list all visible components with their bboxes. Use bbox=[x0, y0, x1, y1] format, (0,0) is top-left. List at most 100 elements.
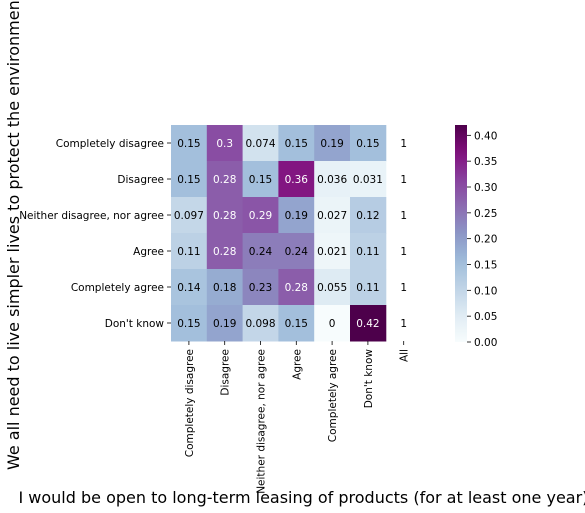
cell-value-label: 1 bbox=[400, 246, 407, 258]
y-tick-label: Don't know bbox=[105, 318, 165, 330]
heatmap-cell bbox=[242, 233, 279, 270]
heatmap-cell bbox=[171, 197, 208, 234]
y-tick-label: Completely agree bbox=[71, 282, 164, 294]
cell-value-label: 0.021 bbox=[317, 246, 347, 258]
heatmap-cell bbox=[314, 125, 351, 162]
x-tick-label: Agree bbox=[291, 349, 303, 380]
heatmap-cell bbox=[314, 269, 351, 306]
x-axis-label: I would be open to long-term leasing of … bbox=[18, 488, 585, 507]
cell-value-label: 1 bbox=[400, 282, 407, 294]
colorbar: 0.00 0.05 0.10 0.15 0.20 0.25 0.30 0.35 0.40 bbox=[455, 125, 497, 349]
x-tick-label: Don't know bbox=[363, 349, 375, 409]
cell-value-label: 0.29 bbox=[249, 210, 272, 222]
cell-value-label: 0.24 bbox=[249, 246, 273, 258]
cell-value-label: 0.15 bbox=[177, 138, 200, 150]
cell-value-label: 0.11 bbox=[356, 282, 379, 294]
heatmap-cell bbox=[350, 125, 387, 162]
colorbar-tick-label: 0.20 bbox=[474, 234, 497, 246]
heatmap-cell bbox=[350, 233, 387, 270]
heatmap-cell bbox=[206, 161, 244, 198]
heatmap-cell bbox=[350, 197, 387, 234]
heatmap-cell bbox=[206, 197, 244, 234]
x-tick-label: Disagree bbox=[220, 349, 232, 396]
heatmap-cell bbox=[206, 233, 244, 270]
heatmap-cell bbox=[278, 305, 315, 342]
x-tick-label: Neither disagree, nor agree bbox=[256, 349, 268, 494]
cell-value-label: 0.15 bbox=[356, 138, 379, 150]
heatmap-cell bbox=[350, 269, 387, 306]
heatmap-cell bbox=[171, 269, 208, 306]
cell-value-label: 0.12 bbox=[356, 210, 379, 222]
cell-value-label: 0.15 bbox=[285, 138, 308, 150]
heatmap-cell bbox=[206, 305, 244, 342]
y-axis-tick-labels: Completely disagree Disagree Neither disag… bbox=[19, 138, 171, 330]
cell-value-label: 1 bbox=[400, 318, 407, 330]
colorbar-tick-label: 0.40 bbox=[474, 130, 497, 142]
cell-value-label: 0.15 bbox=[285, 318, 308, 330]
x-axis-tick-labels: Completely disagree Disagree Neither disag… bbox=[184, 341, 411, 494]
y-tick-label: Completely disagree bbox=[56, 138, 164, 150]
x-tick-label: Completely agree bbox=[327, 349, 339, 442]
x-tick-label: All bbox=[399, 349, 411, 362]
cell-value-label: 0.036 bbox=[317, 174, 347, 186]
y-tick-label: Agree bbox=[133, 246, 164, 258]
cell-value-label: 0.098 bbox=[245, 318, 275, 330]
colorbar-tick-label: 0.05 bbox=[474, 311, 497, 323]
cell-value-label: 1 bbox=[400, 210, 407, 222]
heatmap-cell bbox=[278, 197, 315, 234]
heatmap-cell bbox=[242, 305, 279, 342]
heatmap-cell bbox=[171, 305, 208, 342]
y-tick-label: Disagree bbox=[117, 174, 164, 186]
heatmap-cell bbox=[314, 161, 351, 198]
colorbar-tick-label: 0.00 bbox=[474, 337, 497, 349]
heatmap-cell bbox=[242, 161, 279, 198]
colorbar-tick-label: 0.25 bbox=[474, 208, 497, 220]
cell-value-label: 0.11 bbox=[177, 246, 200, 258]
cell-value-label: 0.28 bbox=[213, 246, 236, 258]
cell-value-label: 0.14 bbox=[177, 282, 201, 294]
heatmap-cell bbox=[278, 269, 315, 306]
cell-value-label: 0.15 bbox=[249, 174, 272, 186]
heatmap-cell bbox=[171, 161, 208, 198]
cell-value-label: 0.28 bbox=[285, 282, 308, 294]
cell-value-label: 0.24 bbox=[285, 246, 309, 258]
heatmap-cell bbox=[242, 197, 279, 234]
cell-value-label: 0.19 bbox=[285, 210, 308, 222]
cell-value-label: 0.42 bbox=[356, 318, 379, 330]
heatmap-cell bbox=[206, 125, 244, 162]
colorbar-tick-label: 0.10 bbox=[474, 285, 497, 297]
y-axis-label: We all need to live simpler lives to pro… bbox=[4, 0, 23, 470]
cell-value-label: 0.027 bbox=[317, 210, 347, 222]
heatmap-cell bbox=[206, 269, 244, 306]
cell-value-label: 0.18 bbox=[213, 282, 236, 294]
cell-value-label: 1 bbox=[400, 138, 407, 150]
cell-value-label: 0.28 bbox=[213, 174, 236, 186]
heatmap-cells: 0.15 0.3 0.074 0.15 0.19 0.15 1 0.15 0.28 0.15 0.3… bbox=[171, 125, 407, 342]
cell-value-label: 0.15 bbox=[177, 174, 200, 186]
heatmap-cell bbox=[278, 161, 315, 198]
heatmap-cell bbox=[350, 161, 387, 198]
y-tick-label: Neither disagree, nor agree bbox=[19, 210, 164, 222]
cell-value-label: 0.19 bbox=[213, 318, 236, 330]
cell-value-label: 0.3 bbox=[216, 138, 233, 150]
cell-value-label: 0 bbox=[329, 318, 336, 330]
heatmap-cell bbox=[278, 125, 315, 162]
cell-value-label: 1 bbox=[400, 174, 407, 186]
heatmap-cell bbox=[242, 125, 279, 162]
cell-value-label: 0.15 bbox=[177, 318, 200, 330]
cell-value-label: 0.055 bbox=[317, 282, 347, 294]
cell-value-label: 0.031 bbox=[353, 174, 383, 186]
cell-value-label: 0.28 bbox=[213, 210, 236, 222]
heatmap-cell bbox=[278, 233, 315, 270]
heatmap-cell bbox=[314, 305, 351, 342]
cell-value-label: 0.23 bbox=[249, 282, 272, 294]
colorbar-tick-label: 0.30 bbox=[474, 182, 497, 194]
colorbar-bar bbox=[455, 125, 467, 342]
heatmap-cell bbox=[314, 233, 351, 270]
colorbar-tick-label: 0.15 bbox=[474, 260, 497, 272]
x-tick-label: Completely disagree bbox=[184, 349, 196, 457]
heatmap-cell bbox=[171, 233, 208, 270]
heatmap-cell bbox=[242, 269, 279, 306]
heatmap-cell bbox=[314, 197, 351, 234]
